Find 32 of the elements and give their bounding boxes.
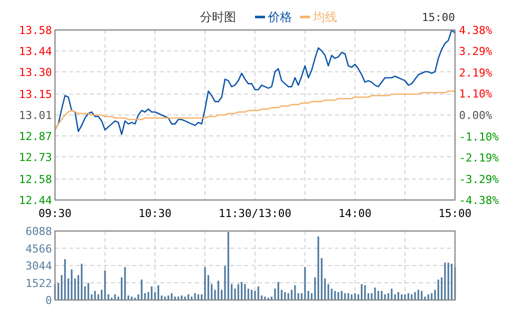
y-tick-label: 1522 [26, 276, 52, 290]
x-tick-label: 14:00 [338, 207, 372, 220]
y-tick-label: 13.01 [18, 109, 52, 122]
x-tick-label: 11:30/13:00 [218, 207, 292, 220]
x-tick-label: 09:30 [38, 207, 72, 220]
y2-tick-label: 4.38% [459, 24, 492, 37]
y2-tick-label: 3.29% [459, 45, 492, 58]
y-tick-label: 6088 [26, 225, 52, 238]
y-tick-label: 12.44 [18, 194, 52, 207]
x-tick-label: 15:00 [438, 207, 472, 220]
y2-tick-label: -3.29% [459, 172, 500, 186]
legend-label: 均线 [312, 10, 337, 24]
y2-tick-label: 1.10% [459, 88, 492, 101]
x-tick-label: 10:30 [138, 207, 172, 220]
y2-tick-label: -1.10% [459, 130, 500, 144]
y-tick-label: 0 [45, 294, 52, 307]
y-tick-label: 4566 [26, 242, 52, 256]
legend-label: 价格 [267, 10, 292, 24]
y-tick-label: 12.73 [18, 150, 52, 164]
y2-tick-label: -4.38% [459, 194, 500, 207]
chart-title: 分时图 [200, 10, 236, 24]
y-tick-label: 3044 [26, 260, 52, 272]
y-tick-label: 12.87 [18, 130, 52, 143]
y-tick-label: 13.15 [18, 88, 52, 102]
y2-tick-label: 0.00% [459, 109, 492, 122]
y-tick-label: 12.58 [18, 173, 52, 186]
y-tick-label: 13.30 [18, 66, 52, 79]
y2-tick-label: -2.19% [459, 152, 500, 164]
text: 15:00 [422, 11, 455, 24]
y-tick-label: 13.44 [18, 44, 52, 58]
y2-tick-label: 2.19% [459, 66, 492, 80]
y-tick-label: 13.58 [18, 24, 52, 37]
